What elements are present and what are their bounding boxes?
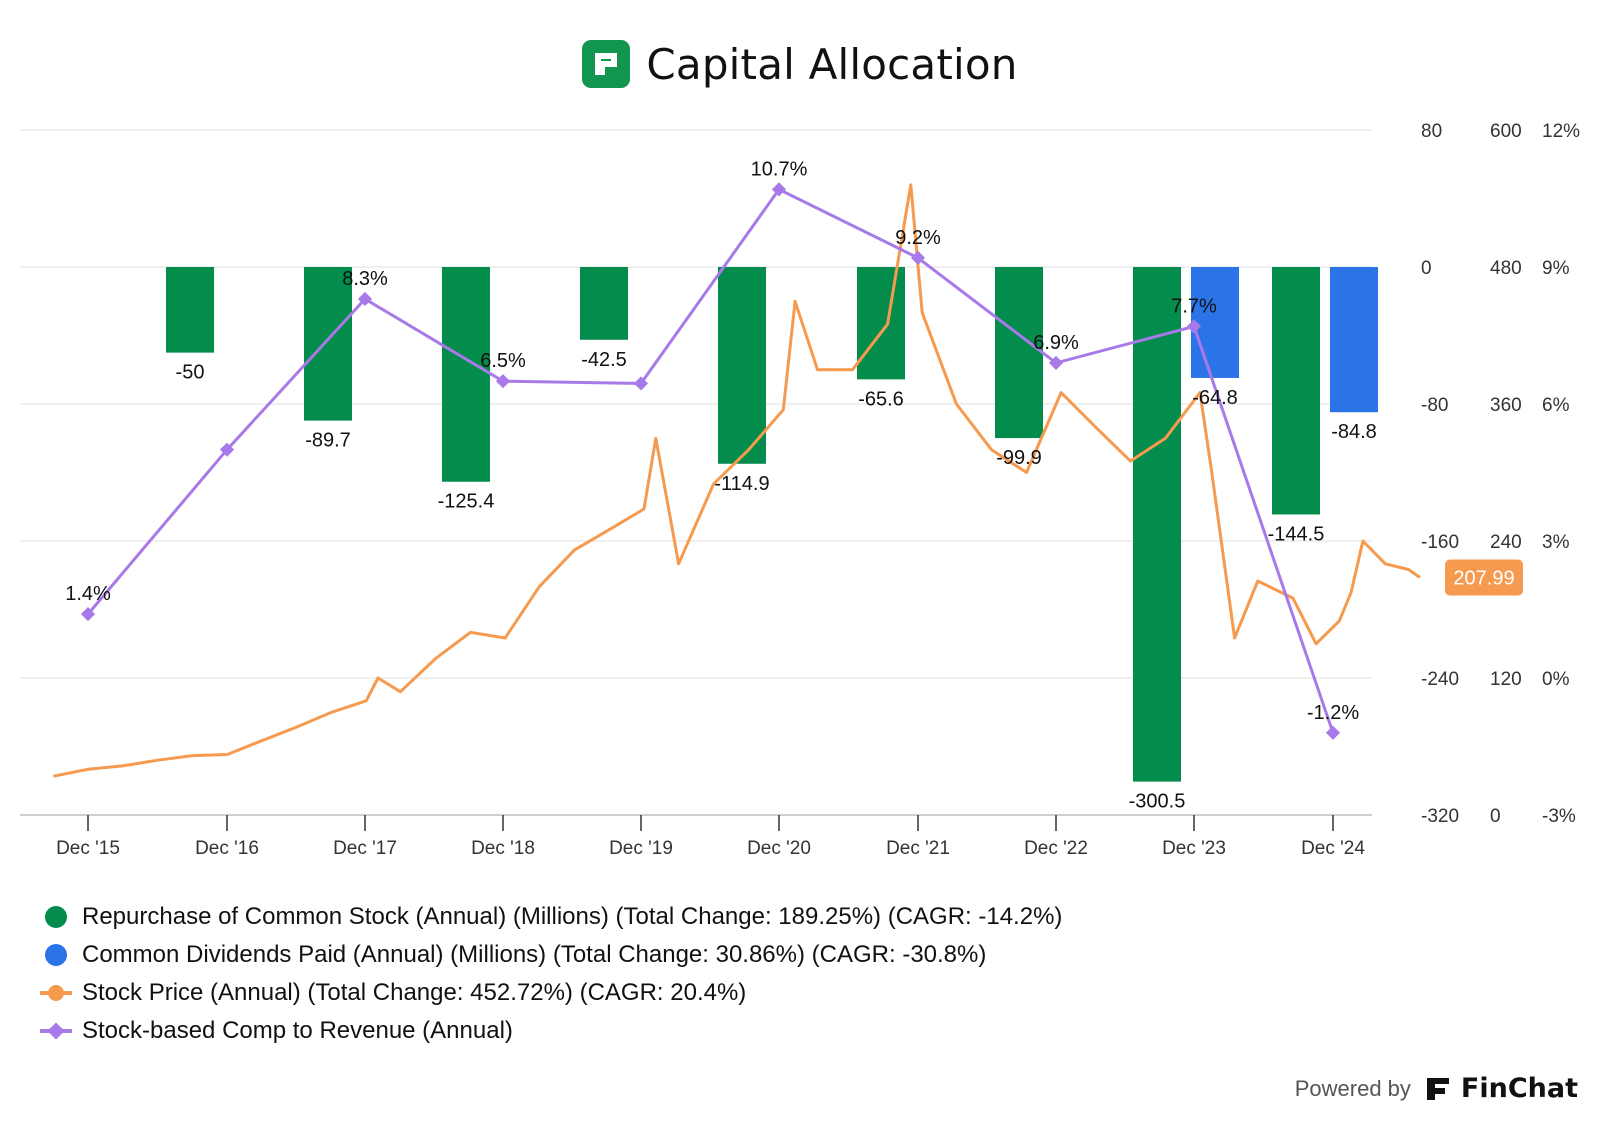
x-tick-label: Dec '23 <box>1162 838 1226 859</box>
x-tick-label: Dec '15 <box>56 838 120 859</box>
bar-repurchase-label: -125.4 <box>438 491 495 513</box>
y-tick-label-millions: -320 <box>1421 806 1459 827</box>
y-tick-label-millions: 80 <box>1421 121 1442 142</box>
y-tick-label-price: 360 <box>1490 395 1522 416</box>
y-tick-label-price: 600 <box>1490 121 1522 142</box>
legend-marker-dot-icon <box>38 943 74 967</box>
bar-repurchase-label: -144.5 <box>1268 523 1325 545</box>
bar-repurchase <box>580 267 628 340</box>
sbc-point-label: 10.7% <box>751 158 808 180</box>
sbc-point-diamond <box>633 376 649 391</box>
y-tick-label-price: 0 <box>1490 806 1501 827</box>
last-price-label: 207.99 <box>1453 568 1514 590</box>
x-tick-label: Dec '16 <box>195 838 259 859</box>
bar-repurchase <box>1272 267 1320 515</box>
footer: Powered by FinChat <box>1295 1073 1578 1104</box>
legend-label: Stock Price (Annual) (Total Change: 452.… <box>82 979 747 1006</box>
sbc-point-diamond <box>357 291 373 307</box>
legend-label: Stock-based Comp to Revenue (Annual) <box>82 1017 513 1044</box>
y-tick-label-percent: 3% <box>1542 532 1570 553</box>
sbc-point-label: 8.3% <box>342 268 388 290</box>
finchat-brand-icon <box>1426 1077 1449 1100</box>
sbc-point-diamond <box>1325 725 1341 740</box>
sbc-point-diamond <box>1048 355 1064 370</box>
x-tick-label: Dec '24 <box>1301 838 1365 859</box>
legend-item-sbc[interactable]: Stock-based Comp to Revenue (Annual) <box>38 1012 1062 1050</box>
sbc-point-diamond <box>771 182 787 197</box>
bar-repurchase <box>995 267 1043 439</box>
bar-repurchase-label: -42.5 <box>581 349 627 371</box>
bar-repurchase <box>857 267 905 380</box>
y-tick-label-percent: 6% <box>1542 395 1570 416</box>
last-price-badge <box>1445 559 1523 596</box>
sbc-point-diamond <box>219 442 235 457</box>
legend-marker-line-dot-icon <box>38 981 74 1005</box>
bar-repurchase <box>442 267 490 482</box>
bar-repurchase <box>1133 267 1181 782</box>
chart-title: Capital Allocation <box>646 39 1018 89</box>
sbc-point-diamond <box>910 250 926 265</box>
legend-label: Common Dividends Paid (Annual) (Millions… <box>82 941 987 968</box>
legend-item-stock-price[interactable]: Stock Price (Annual) (Total Change: 452.… <box>38 974 1062 1012</box>
bar-repurchase <box>718 267 766 464</box>
bar-dividends-label: -84.8 <box>1331 421 1377 443</box>
x-tick-label: Dec '20 <box>747 838 811 859</box>
chart-legend: Repurchase of Common Stock (Annual) (Mil… <box>38 898 1062 1050</box>
y-tick-label-millions: -240 <box>1421 669 1459 690</box>
sbc-point-label: 1.4% <box>65 583 111 605</box>
legend-marker-line-diamond-icon <box>38 1019 74 1043</box>
x-tick-label: Dec '21 <box>886 838 950 859</box>
x-tick-label: Dec '17 <box>333 838 397 859</box>
y-tick-label-millions: 0 <box>1421 258 1432 279</box>
sbc-point-diamond <box>80 606 96 622</box>
y-tick-label-percent: 12% <box>1542 121 1580 142</box>
sbc-point-label: 9.2% <box>895 227 941 249</box>
y-tick-label-price: 240 <box>1490 532 1522 553</box>
brand-name: FinChat <box>1460 1073 1578 1104</box>
y-tick-label-percent: -3% <box>1542 806 1576 827</box>
bar-repurchase-label: -114.9 <box>714 473 769 495</box>
legend-item-repurchase[interactable]: Repurchase of Common Stock (Annual) (Mil… <box>38 898 1062 936</box>
bar-repurchase <box>166 267 214 353</box>
y-tick-label-price: 480 <box>1490 258 1522 279</box>
bar-dividends-label: -64.8 <box>1192 387 1238 409</box>
sbc-point-label: 6.5% <box>480 350 526 372</box>
bar-repurchase-label: -99.9 <box>996 447 1042 469</box>
x-tick-label: Dec '22 <box>1024 838 1088 859</box>
sbc-point-diamond <box>495 374 511 389</box>
bar-repurchase-label: -89.7 <box>305 430 351 452</box>
bar-repurchase <box>304 267 352 421</box>
sbc-point-label: -1.2% <box>1307 702 1359 724</box>
bar-repurchase-label: -50 <box>176 362 205 384</box>
x-tick-label: Dec '19 <box>609 838 673 859</box>
bar-dividends <box>1330 267 1378 413</box>
sbc-point-label: 6.9% <box>1033 332 1079 354</box>
legend-marker-dot-icon <box>38 905 74 929</box>
bar-dividends <box>1191 267 1239 378</box>
legend-label: Repurchase of Common Stock (Annual) (Mil… <box>82 903 1063 930</box>
sbc-line <box>86 187 1335 734</box>
chart-header: Capital Allocation <box>0 34 1600 94</box>
powered-by-text: Powered by <box>1294 1075 1411 1101</box>
x-tick-label: Dec '18 <box>471 838 535 859</box>
sbc-point-diamond <box>1186 319 1202 334</box>
finchat-logo-icon <box>582 40 631 88</box>
y-tick-label-percent: 9% <box>1542 258 1570 279</box>
y-tick-label-millions: -160 <box>1421 532 1459 553</box>
sbc-point-label: 7.7% <box>1171 295 1217 317</box>
bar-repurchase-label: -300.5 <box>1129 791 1186 813</box>
y-tick-label-millions: -80 <box>1421 395 1448 416</box>
legend-item-dividends[interactable]: Common Dividends Paid (Annual) (Millions… <box>38 936 1062 974</box>
stock-price-line <box>53 183 1421 778</box>
y-tick-label-percent: 0% <box>1542 669 1570 690</box>
y-tick-label-price: 120 <box>1490 669 1522 690</box>
bar-repurchase-label: -65.6 <box>858 388 904 410</box>
